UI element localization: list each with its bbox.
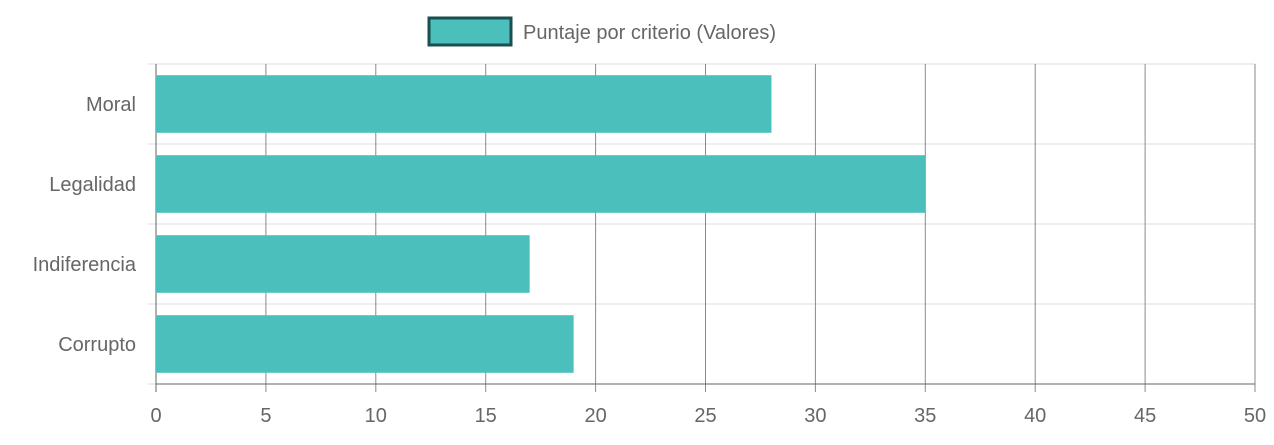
x-tick-label: 15	[475, 405, 497, 427]
legend[interactable]: Puntaje por criterio (Valores)	[427, 16, 776, 47]
bar-indiferencia[interactable]	[156, 235, 530, 293]
y-tick-label: Legalidad	[49, 174, 136, 196]
x-tick-label: 40	[1024, 405, 1046, 427]
x-tick-label: 35	[914, 405, 936, 427]
legend-swatch[interactable]	[427, 16, 513, 47]
x-tick-label: 5	[260, 405, 271, 427]
legend-label[interactable]: Puntaje por criterio (Valores)	[523, 22, 776, 44]
x-tick-label: 20	[584, 405, 606, 427]
y-tick-label: Corrupto	[58, 334, 136, 356]
y-tick-label: Moral	[86, 94, 136, 116]
bar-corrupto[interactable]	[156, 315, 574, 373]
bar-moral[interactable]	[156, 75, 772, 133]
x-tick-label: 50	[1244, 405, 1266, 427]
y-tick-label: Indiferencia	[33, 254, 137, 276]
x-tick-label: 25	[694, 405, 716, 427]
x-tick-label: 10	[365, 405, 387, 427]
x-tick-label: 30	[804, 405, 826, 427]
bars	[156, 75, 926, 373]
x-tick-label: 0	[150, 405, 161, 427]
bar-legalidad[interactable]	[156, 155, 926, 213]
axes: 0 5 10 15 20 25 30 35 40 45 50 Moral Legalidad Indife…	[33, 94, 1267, 427]
x-tick-label: 45	[1134, 405, 1156, 427]
